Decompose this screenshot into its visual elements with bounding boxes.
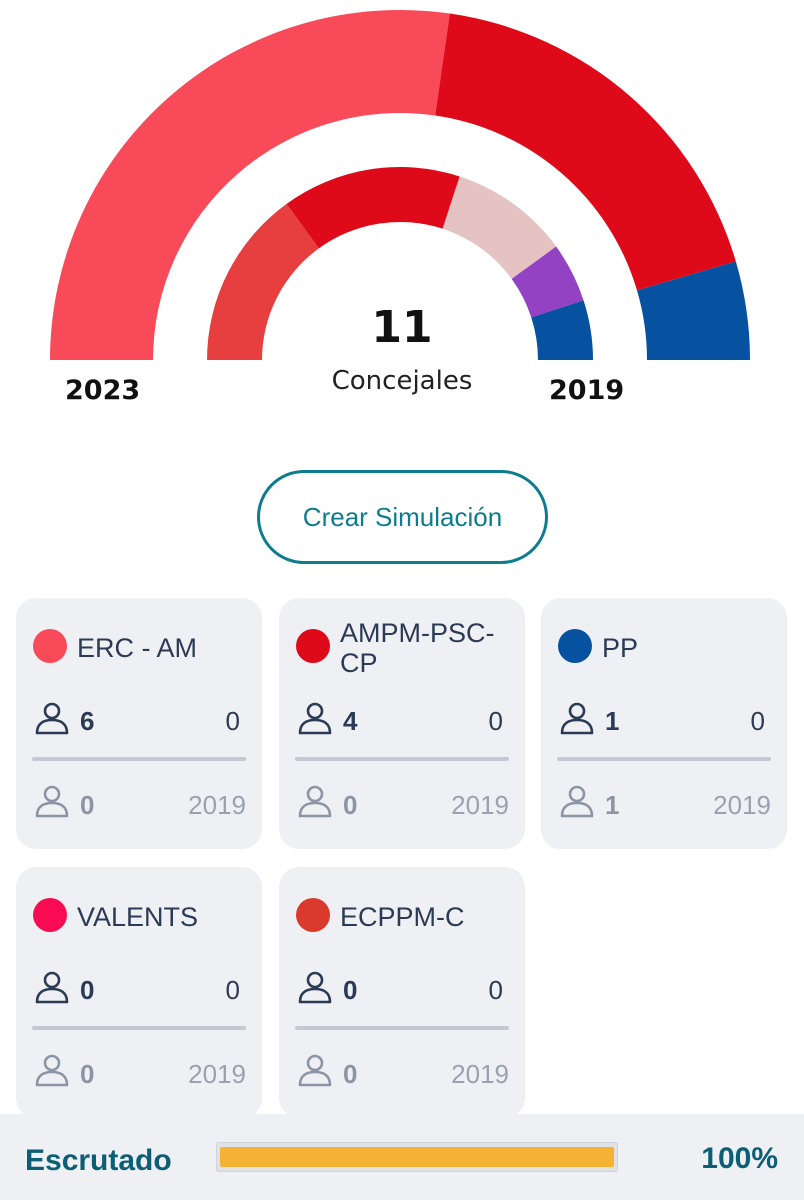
seat-segment-2019-4 xyxy=(531,300,593,360)
seat-segment-2019-2 xyxy=(442,176,557,279)
card-divider xyxy=(32,1026,246,1030)
year-2023-label: 2023 xyxy=(65,375,141,406)
party-color-dot xyxy=(296,898,330,932)
person-icon xyxy=(34,700,70,736)
party-card[interactable]: AMPM-PSC-CP 4 0 0 2019 xyxy=(279,598,525,849)
party-card[interactable]: PP 1 0 1 2019 xyxy=(541,598,787,849)
party-name: VALENTS xyxy=(77,902,199,932)
seat-segment-2023-0 xyxy=(50,9,450,361)
seats-value: 4 xyxy=(343,706,358,736)
total-seats-label: Concejales xyxy=(331,366,473,396)
seats-value: 0 xyxy=(343,975,358,1005)
seat-segment-2023-1 xyxy=(435,13,736,291)
previous-seats-value: 0 xyxy=(80,1059,95,1089)
previous-year: 2019 xyxy=(451,1059,509,1089)
seat-donut-chart xyxy=(50,9,750,361)
card-divider xyxy=(557,757,771,761)
total-seats-value: 11 xyxy=(371,302,433,353)
party-card[interactable]: ERC - AM 6 0 0 2019 xyxy=(16,598,262,849)
party-card[interactable]: ECPPM-C 0 0 0 2019 xyxy=(279,867,525,1118)
seat-segment-2019-3 xyxy=(511,246,584,318)
previous-year: 2019 xyxy=(188,1059,246,1089)
person-icon xyxy=(297,1052,333,1088)
seat-segment-2019-0 xyxy=(207,203,319,360)
counted-percent: 100% xyxy=(701,1142,778,1175)
party-name: ERC - AM xyxy=(77,633,198,663)
seats-change: 0 xyxy=(750,706,765,736)
person-icon xyxy=(559,700,595,736)
person-icon xyxy=(297,969,333,1005)
party-color-dot xyxy=(296,629,330,663)
seats-value: 6 xyxy=(80,706,95,736)
seats-change: 0 xyxy=(488,975,503,1005)
person-icon xyxy=(34,1052,70,1088)
party-name: AMPM-PSC-CP xyxy=(340,618,495,678)
seat-chart: 2023 2019 11 Concejales xyxy=(0,0,804,440)
party-color-dot xyxy=(558,629,592,663)
seats-change: 0 xyxy=(488,706,503,736)
party-name: ECPPM-C xyxy=(340,902,465,932)
previous-seats-value: 0 xyxy=(343,790,358,820)
party-color-dot xyxy=(33,629,67,663)
seats-value: 0 xyxy=(80,975,95,1005)
previous-seats-value: 0 xyxy=(343,1059,358,1089)
progress-fill xyxy=(220,1147,614,1167)
seat-segment-2019-1 xyxy=(286,166,460,249)
party-name: PP xyxy=(602,633,639,663)
previous-year: 2019 xyxy=(451,790,509,820)
progress-track xyxy=(216,1142,618,1172)
create-simulation-button[interactable]: Crear Simulación xyxy=(257,470,548,564)
card-divider xyxy=(295,757,509,761)
previous-year: 2019 xyxy=(713,790,771,820)
previous-seats-value: 0 xyxy=(80,790,95,820)
previous-seats-value: 1 xyxy=(605,790,620,820)
year-2019-label: 2019 xyxy=(549,375,625,406)
card-divider xyxy=(32,757,246,761)
counted-label: Escrutado xyxy=(25,1144,172,1177)
party-card[interactable]: VALENTS 0 0 0 2019 xyxy=(16,867,262,1118)
count-progress-bar: Escrutado 100% xyxy=(0,1114,804,1200)
seats-change: 0 xyxy=(225,706,240,736)
person-icon xyxy=(297,783,333,819)
previous-year: 2019 xyxy=(188,790,246,820)
seats-value: 1 xyxy=(605,706,620,736)
seat-segment-2023-2 xyxy=(636,261,750,360)
card-divider xyxy=(295,1026,509,1030)
person-icon xyxy=(297,700,333,736)
person-icon xyxy=(34,969,70,1005)
person-icon xyxy=(559,783,595,819)
party-color-dot xyxy=(33,898,67,932)
seats-change: 0 xyxy=(225,975,240,1005)
person-icon xyxy=(34,783,70,819)
